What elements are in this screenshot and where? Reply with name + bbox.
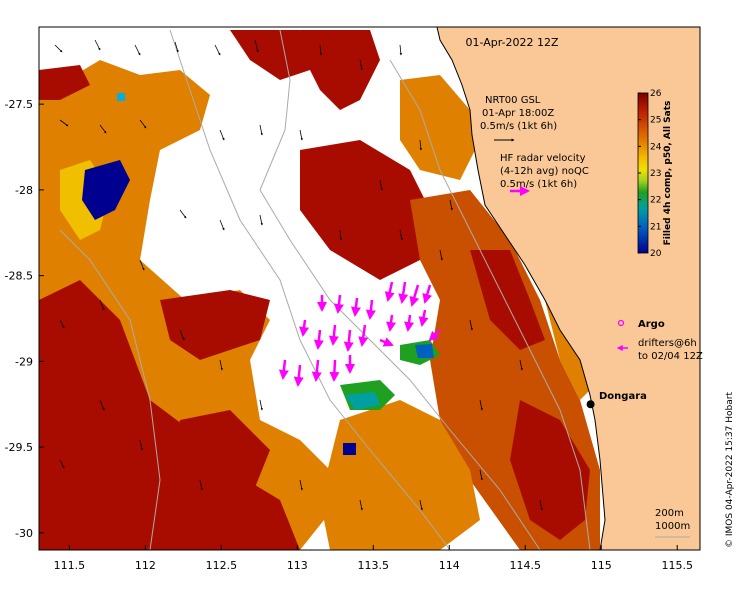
y-tick-label: -29.5 (5, 441, 33, 454)
sst-field (39, 30, 600, 550)
colorbar-label: Filled 4h comp, p50, All Sats (663, 101, 673, 246)
x-tick-label: 112.5 (206, 559, 238, 572)
x-tick-label: 115.5 (661, 559, 693, 572)
x-tick-label: 114.5 (510, 559, 542, 572)
wind-legend-line2: 01-Apr 18:00Z (482, 108, 554, 119)
land-western-australia (436, 27, 700, 550)
depth-label-200m: 200m (655, 508, 684, 519)
x-axis: 111.5 112 112.5 113 113.5 114 114.5 115 115.5 (54, 545, 693, 572)
argo-marker (617, 319, 625, 327)
colorbar: 26 25 24 23 22 21 20 Filled 4h comp, p50, All … (637, 89, 673, 259)
x-tick-label: 114 (439, 559, 460, 572)
dongara-marker: Dongara (586, 391, 647, 409)
colorbar-tick-label: 24 (650, 142, 662, 152)
x-tick-label: 112 (135, 559, 156, 572)
y-tick-label: -30 (15, 527, 33, 540)
colorbar-tick-label: 25 (650, 116, 661, 126)
map-title: 01-Apr-2022 12Z (465, 36, 559, 49)
depth-label-1000m: 1000m (655, 521, 690, 532)
x-tick-label: 113.5 (358, 559, 390, 572)
argo-legend: Argo (617, 319, 665, 330)
x-tick-label: 115 (591, 559, 612, 572)
wind-legend-line1: NRT00 GSL (485, 95, 541, 106)
argo-label: Argo (638, 319, 665, 330)
radar-legend-line1: HF radar velocity (500, 153, 586, 164)
x-tick-label: 113 (287, 559, 308, 572)
dongara-dot (586, 400, 595, 409)
drifters-label-line1: drifters@6h (638, 338, 697, 349)
radar-legend: HF radar velocity (4-12h avg) noQC 0.5m/… (500, 153, 589, 196)
dongara-label: Dongara (599, 391, 647, 402)
wind-legend-line3: 0.5m/s (1kt 6h) (480, 121, 557, 132)
wind-legend: NRT00 GSL 01-Apr 18:00Z 0.5m/s (1kt 6h) (480, 95, 557, 142)
plot-frame (38, 26, 701, 551)
y-tick-label: -28.5 (5, 270, 33, 283)
radar-legend-line2: (4-12h avg) noQC (500, 166, 589, 177)
plot-area (39, 27, 700, 550)
y-tick-label: -28 (15, 184, 33, 197)
colorbar-tick-label: 21 (650, 222, 661, 232)
hf-radar-arrows (278, 281, 441, 387)
y-tick-label: -27.5 (5, 98, 33, 111)
colorbar-tick-label: 22 (650, 196, 661, 206)
x-tick-label: 111.5 (54, 559, 86, 572)
model-current-arrows (54, 39, 543, 511)
bathymetry-contours (59, 29, 591, 550)
drifters-label-line2: to 02/04 12Z (638, 351, 703, 362)
y-axis: -27.5 -28 -28.5 -29 -29.5 -30 (5, 98, 44, 540)
credit-text: © IMOS 04-Apr-2022 15:37 Hobart (725, 392, 735, 548)
colorbar-tick-label: 26 (650, 89, 662, 99)
y-tick-label: -29 (15, 355, 33, 368)
colorbar-tick-label: 20 (650, 249, 662, 259)
drifters-legend: drifters@6h to 02/04 12Z (616, 338, 703, 362)
radar-legend-line3: 0.5m/s (1kt 6h) (500, 179, 577, 190)
colorbar-tick-label: 23 (650, 169, 661, 179)
colorbar-ticks: 26 25 24 23 22 21 20 (638, 89, 662, 259)
